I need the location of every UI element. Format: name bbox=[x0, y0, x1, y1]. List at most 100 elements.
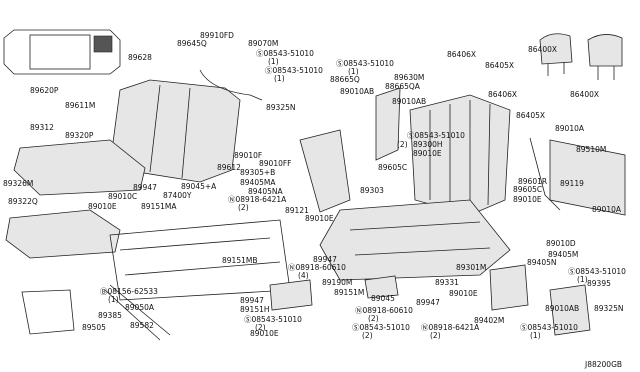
part-label: 86406X bbox=[488, 90, 517, 99]
part-label: (1) bbox=[530, 331, 541, 340]
part-label: 89010F bbox=[234, 151, 262, 160]
part-label: 89045 bbox=[371, 294, 395, 303]
part-label: 89050A bbox=[125, 303, 155, 312]
part-label: 89645Q bbox=[177, 39, 207, 48]
part-label: 89070M bbox=[248, 39, 278, 48]
part-label: 89405M bbox=[548, 250, 578, 259]
pan-springs bbox=[349, 221, 491, 256]
part-label: (2) bbox=[255, 323, 266, 332]
part-label: Ⓢ08543-51010 bbox=[244, 315, 302, 324]
wire bbox=[529, 137, 561, 211]
headrest-stays bbox=[547, 62, 615, 80]
part-label: 89395 bbox=[587, 279, 611, 288]
van-roof bbox=[29, 34, 91, 70]
part-label: J88200GB bbox=[584, 360, 622, 369]
part-label: 89620P bbox=[30, 86, 59, 95]
part-label: 89605C bbox=[513, 185, 542, 194]
part-label: (2) bbox=[362, 331, 373, 340]
part-label: 86405X bbox=[485, 61, 514, 70]
part-label: 89301M bbox=[456, 263, 486, 272]
part-label: 89010C bbox=[108, 192, 137, 201]
mechanism bbox=[489, 264, 529, 311]
part-label: 89119 bbox=[560, 179, 584, 188]
part-label: Ⓢ08543-51010 bbox=[568, 267, 626, 276]
part-label: 89601R bbox=[518, 177, 547, 186]
part-label: 89312 bbox=[30, 123, 54, 132]
part-label: 89611M bbox=[65, 101, 95, 110]
part-label: Ⓢ08543-51010 bbox=[520, 323, 578, 332]
part-label: 89010AB bbox=[392, 97, 426, 106]
part-label: 89505 bbox=[82, 323, 106, 332]
van-highlight bbox=[93, 35, 113, 53]
part-label: 89612 bbox=[217, 163, 241, 172]
part-label: 89947 bbox=[313, 255, 337, 264]
recliner bbox=[299, 129, 351, 213]
part-label: 88665Q bbox=[330, 75, 360, 84]
part-label: (4) bbox=[298, 271, 309, 280]
part-label: 89190M bbox=[322, 278, 352, 287]
part-label: 89121 bbox=[285, 206, 309, 215]
part-label: 89151MB bbox=[222, 256, 257, 265]
part-label: 89947 bbox=[133, 183, 157, 192]
part-label: (1) bbox=[274, 74, 285, 83]
part-label: Ⓢ08543-51010 bbox=[256, 49, 314, 58]
seat-frame-2 bbox=[409, 94, 511, 216]
part-label: 89010E bbox=[513, 195, 542, 204]
frame-bars bbox=[429, 100, 491, 212]
rear-trim bbox=[549, 139, 626, 216]
part-label: 89947 bbox=[416, 298, 440, 307]
part-label: 89405MA bbox=[240, 178, 276, 187]
part-label: 89305+B bbox=[240, 168, 275, 177]
part-label: 89303 bbox=[360, 186, 384, 195]
part-label: Ⓢ08543-51010 bbox=[352, 323, 410, 332]
part-label: 89300H bbox=[413, 140, 443, 149]
rails bbox=[119, 237, 281, 276]
harness bbox=[199, 69, 263, 101]
part-label: Ⓝ08918-60610 bbox=[288, 263, 346, 272]
part-label: 89045+A bbox=[181, 182, 217, 191]
part-label: Ⓝ08918-60610 bbox=[355, 306, 413, 315]
part-label: 89385 bbox=[98, 311, 122, 320]
part-label: 89322Q bbox=[8, 197, 38, 206]
part-label: (1) bbox=[348, 67, 359, 76]
part-label: 86406X bbox=[447, 50, 476, 59]
part-label: (1) bbox=[268, 57, 279, 66]
part-label: 89325N bbox=[594, 304, 623, 313]
part-label: 89605C bbox=[378, 163, 407, 172]
part-label: 89010E bbox=[413, 149, 442, 158]
part-label: Ⓢ08543-51010 bbox=[407, 131, 465, 140]
part-label: 89628 bbox=[128, 53, 152, 62]
part-label: 86405X bbox=[516, 111, 545, 120]
part-label: Ⓢ08543-51010 bbox=[265, 66, 323, 75]
part-label: 89010D bbox=[546, 239, 576, 248]
part-label: 89947 bbox=[240, 296, 264, 305]
seat-back-seams bbox=[149, 84, 191, 179]
seat-pan bbox=[319, 199, 511, 281]
van-outline bbox=[3, 29, 121, 75]
part-label: 87400Y bbox=[163, 191, 192, 200]
part-label: (1) bbox=[108, 295, 119, 304]
headrest-1 bbox=[539, 33, 573, 65]
part-label: 89582 bbox=[130, 321, 154, 330]
part-label: 89910FD bbox=[200, 31, 234, 40]
drawings bbox=[3, 29, 626, 341]
side-bracket bbox=[375, 87, 401, 161]
part-label: 89010E bbox=[88, 202, 117, 211]
part-label: Ⓝ08918-6421A bbox=[228, 195, 287, 204]
part-label: 89010AB bbox=[545, 304, 579, 313]
bracket-lower bbox=[269, 279, 313, 311]
part-label: 89510M bbox=[576, 145, 606, 154]
part-label: 89151H bbox=[240, 305, 270, 314]
part-label: 89010E bbox=[305, 214, 334, 223]
part-label: 89010FF bbox=[259, 159, 292, 168]
part-label: 89325N bbox=[266, 103, 295, 112]
part-label: 89151M bbox=[334, 288, 364, 297]
cover bbox=[21, 289, 75, 335]
part-label: (2) bbox=[368, 314, 379, 323]
headrest-2 bbox=[587, 34, 623, 67]
part-label: 89010E bbox=[250, 329, 279, 338]
part-label: 88665QA bbox=[385, 82, 421, 91]
part-label: 86400X bbox=[570, 90, 599, 99]
